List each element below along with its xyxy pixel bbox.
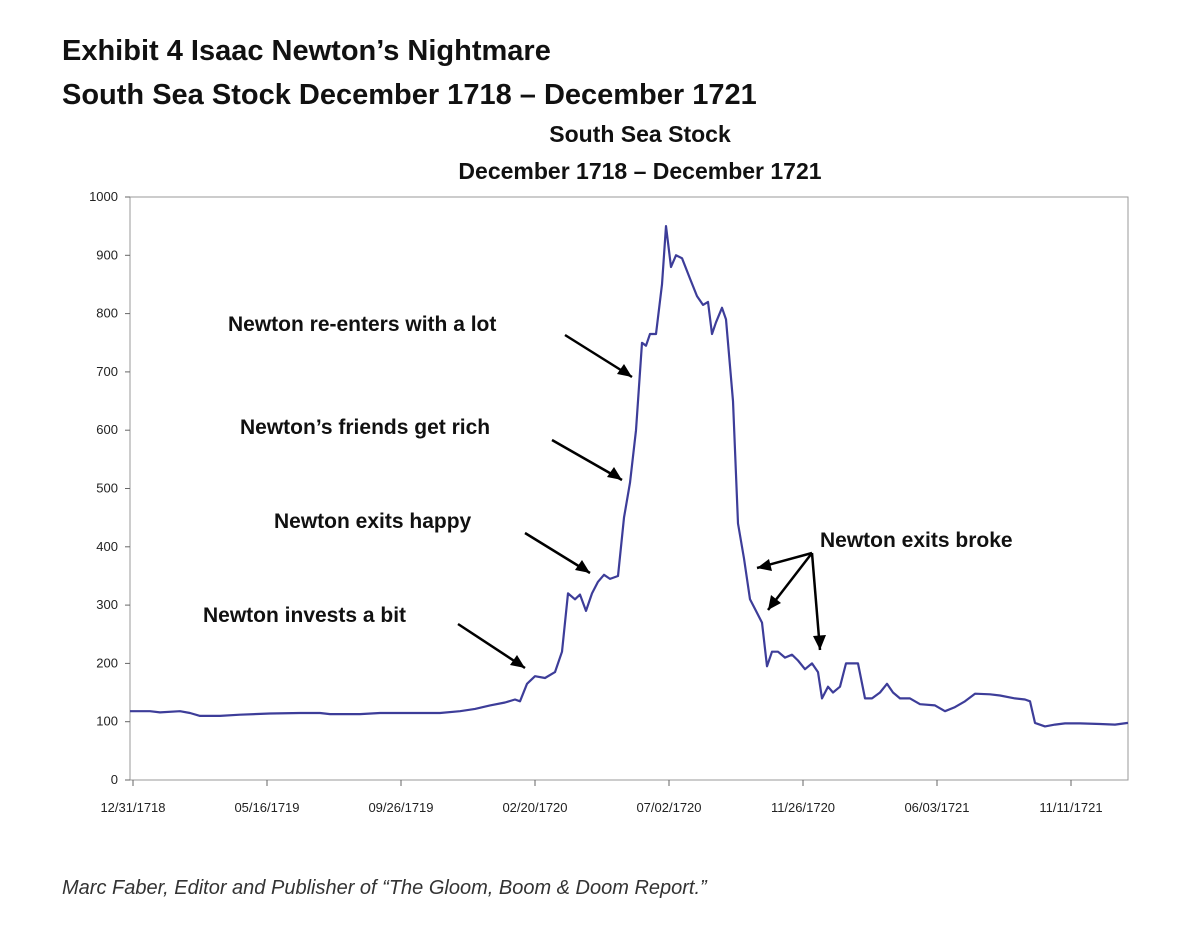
x-tick-label: 11/26/1720 [771,800,835,815]
y-tick-label: 500 [96,481,118,496]
x-tick-label: 11/11/1721 [1039,800,1102,815]
y-tick-label: 700 [96,364,118,379]
chart-title: December 1718 – December 1721 [458,158,821,184]
heading-line: Exhibit 4 Isaac Newton’s Nightmare [62,35,551,67]
annotation: Newton’s friends get rich [240,416,490,439]
price-line [130,225,1129,728]
source-note: Marc Faber, Editor and Publisher of “The… [62,877,708,899]
annotation: Newton exits happy [274,510,472,533]
arrow [810,552,822,651]
arrow-head [757,559,772,571]
arrow-head [813,635,826,650]
x-tick-label: 07/02/1720 [636,800,701,815]
heading-line: South Sea Stock December 1718 – December… [62,79,757,111]
y-tick-label: 1000 [89,189,118,204]
y-tick-label: 800 [96,306,118,321]
annotation: Newton exits broke [820,529,1013,552]
y-tick-label: 600 [96,422,118,437]
y-tick-label: 400 [96,539,118,554]
y-tick-label: 900 [96,247,118,262]
arrow-head [575,560,590,573]
annotation: Newton invests a bit [203,604,406,627]
x-tick-label: 02/20/1720 [502,800,567,815]
y-tick-label: 300 [96,597,118,612]
x-tick-label: 09/26/1719 [368,800,433,815]
y-tick-label: 200 [96,655,118,670]
x-tick-label: 06/03/1721 [904,800,969,815]
arrows [457,333,826,670]
arrow-head [768,595,781,610]
x-tick-label: 05/16/1719 [234,800,299,815]
chart-title: South Sea Stock [549,121,731,147]
arrow-head [510,655,525,668]
y-tick-label: 0 [111,772,118,787]
arrow-head [617,364,632,377]
x-tick-label: 12/31/1718 [100,800,165,815]
y-tick-label: 100 [96,714,118,729]
arrow-head [607,467,622,480]
annotation: Newton re-enters with a lot [228,313,496,336]
